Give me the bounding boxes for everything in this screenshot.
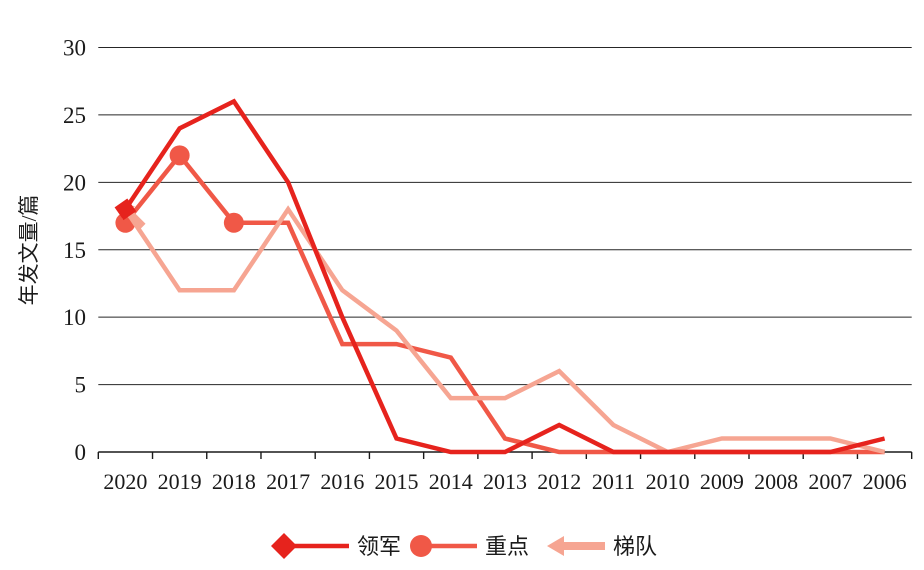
x-tick-label: 2017 [266, 469, 310, 494]
x-tick-label: 2009 [700, 469, 744, 494]
y-tick-label: 20 [63, 170, 86, 195]
legend-item-0: 领军 [271, 533, 401, 559]
y-tick-label: 25 [63, 103, 86, 128]
x-tick-label: 2016 [320, 469, 364, 494]
circle-marker-icon [410, 535, 432, 557]
x-tick-label: 2011 [592, 469, 635, 494]
legend-item-2: 梯队 [547, 534, 657, 559]
legend-label: 梯队 [613, 534, 657, 559]
circle-marker-icon [223, 212, 244, 233]
legend: 领军 重点 梯队 [271, 533, 657, 559]
series-group [114, 98, 886, 455]
diamond-marker-icon [271, 533, 297, 559]
series-line-2 [123, 205, 886, 455]
series-line-0 [123, 98, 886, 455]
y-tick-label: 5 [75, 373, 87, 398]
y-tick-label: 15 [63, 238, 86, 263]
legend-label: 领军 [357, 534, 401, 559]
series-line-1 [123, 151, 885, 455]
x-tick-label: 2018 [212, 469, 256, 494]
legend-arrow-left-icon [547, 536, 605, 556]
x-tick-label: 2007 [808, 469, 852, 494]
x-tick-label: 2008 [754, 469, 798, 494]
x-tick-label: 2020 [103, 469, 147, 494]
circle-marker-icon [169, 145, 190, 166]
x-tick-label: 2019 [158, 469, 202, 494]
axes-group: 2020 2019 2018 2017 2016 2015 2014 2013 2012 2011… [63, 36, 913, 494]
legend-label: 重点 [485, 534, 529, 559]
x-tick-label: 2013 [483, 469, 527, 494]
legend-item-1: 重点 [410, 534, 529, 559]
diamond-marker-icon [114, 198, 137, 221]
x-tick-label: 2006 [863, 469, 907, 494]
x-tick-label: 2014 [429, 469, 473, 494]
x-tick-label: 2015 [375, 469, 419, 494]
y-tick-label: 10 [63, 305, 86, 330]
x-tick-label: 2012 [537, 469, 581, 494]
y-axis-title: 年发文量/篇 [17, 195, 41, 306]
x-tick-label: 2010 [646, 469, 690, 494]
gridlines-group [98, 47, 912, 386]
y-tick-label: 30 [63, 36, 86, 61]
y-tick-label: 0 [75, 440, 87, 465]
